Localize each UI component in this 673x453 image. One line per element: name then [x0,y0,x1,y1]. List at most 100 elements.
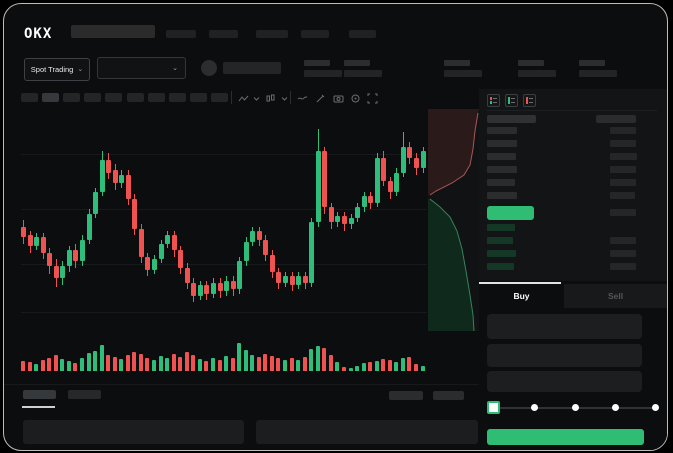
ask-row-price[interactable] [487,140,517,147]
candle-body [119,174,125,184]
tab-buy[interactable]: Buy [479,284,564,308]
nav-item[interactable] [166,30,196,38]
candle-body [132,198,138,229]
candle-body [289,276,295,285]
volume-bar [60,359,65,371]
slider-stop-dot[interactable] [611,404,619,411]
candle-body [243,241,249,262]
bid-row-price[interactable] [487,263,514,270]
bottom-tab-underline [22,406,55,408]
nav-item[interactable] [256,30,288,38]
volume-bar [374,360,379,371]
slider-stop-dot[interactable] [652,404,659,411]
market-type-dropdown[interactable]: Spot Trading ⌄ [24,58,90,81]
volume-bar [21,360,25,371]
last-price-badge [487,206,534,220]
bottom-section [4,384,479,450]
candle-chart-icon[interactable] [264,92,276,104]
tab-sell[interactable]: Sell [564,284,667,308]
volume-bar [152,359,156,371]
orderbook-all-icon[interactable] [487,94,500,107]
bid-row-price[interactable] [487,250,516,257]
candle-body [112,170,118,184]
camera-icon[interactable] [332,92,344,104]
candle-body [99,159,105,193]
total-input[interactable] [487,371,642,392]
candle-body [40,237,46,253]
bottom-action-placeholder[interactable] [433,391,464,400]
timeframe-button[interactable] [21,93,38,102]
candle-body [73,250,79,262]
fullscreen-icon[interactable] [366,92,378,104]
chevron-down-icon: ⌄ [172,64,178,72]
chevron-down-icon: ⌄ [77,66,84,73]
bottom-tab-active[interactable] [23,390,56,399]
volume-bar [230,358,235,371]
price-input[interactable] [487,314,642,339]
bid-row-price[interactable] [487,237,513,244]
orderbook-asks-icon[interactable] [523,94,536,107]
candle-body [178,250,184,268]
grid-line [21,209,427,210]
ask-row-price[interactable] [487,192,517,199]
buy-submit-button[interactable] [487,429,644,445]
volume-bar [158,356,163,371]
ask-row-price[interactable] [487,166,517,173]
volume-bar [309,349,314,371]
candle-body [302,276,308,283]
volume-bar [368,362,373,371]
ask-row-price[interactable] [487,153,516,160]
orderbook-bids-icon[interactable] [505,94,518,107]
volume-bar [289,357,294,371]
nav-item[interactable] [301,30,329,38]
last-price-placeholder [223,62,281,74]
candle-body [328,207,334,223]
nav-item[interactable] [209,30,238,38]
timeframe-button[interactable] [147,93,165,102]
timeframe-button[interactable] [63,93,81,102]
amount-slider[interactable] [479,398,667,416]
ask-row-price[interactable] [487,179,515,186]
zigzag-line-icon[interactable] [237,92,249,104]
orderbook-rows [479,127,667,279]
stat-value-placeholder [518,70,556,77]
okx-trading-window: OKX Spot Trading ⌄ ⌄ [3,3,668,451]
brush-icon[interactable] [314,92,326,104]
slider-handle[interactable] [487,401,500,414]
volume-bar [47,357,52,371]
table-row-placeholder [23,420,244,444]
chevron-down-icon[interactable] [278,92,290,104]
nav-item[interactable] [349,30,376,38]
volume-series [21,340,427,371]
ask-row-price[interactable] [487,127,517,134]
candle-body [165,235,171,244]
slider-stop-dot[interactable] [531,404,539,411]
volume-bar [335,362,340,371]
bid-row-price[interactable] [487,224,515,231]
timeframe-button[interactable] [84,93,102,102]
stat-value-placeholder [444,70,482,77]
amount-input[interactable] [487,344,642,367]
timeframe-button[interactable] [168,93,186,102]
pair-select-dropdown[interactable]: ⌄ [97,57,186,79]
candle-body [361,196,367,208]
timeframe-button[interactable] [126,93,144,102]
timeframe-button[interactable] [105,93,123,102]
slider-stop-dot[interactable] [571,404,579,411]
timeframe-button[interactable] [42,93,60,102]
bottom-tab-inactive[interactable] [68,390,101,399]
candlestick-chart [21,114,427,332]
stat-label-placeholder [579,60,605,66]
timeframe-button[interactable] [189,93,207,102]
search-input[interactable] [71,25,155,38]
candle-body [400,146,406,173]
chevron-down-icon[interactable] [250,92,262,104]
stat-label-placeholder [444,60,470,66]
settings-circle-icon[interactable] [349,92,361,104]
market-depth-chart [428,109,479,331]
candle-series [21,114,427,332]
volume-bar [400,358,405,371]
trendline-icon[interactable] [296,92,308,104]
bottom-action-placeholder[interactable] [389,391,423,400]
timeframe-button[interactable] [210,93,228,102]
